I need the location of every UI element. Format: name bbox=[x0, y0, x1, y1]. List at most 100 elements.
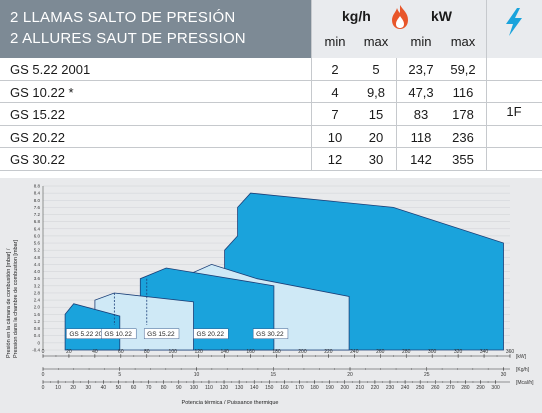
kgh-max-value: 5 bbox=[372, 62, 380, 77]
mcal-tick-label: 210 bbox=[356, 385, 365, 391]
kgh-min-value: 7 bbox=[331, 107, 339, 122]
y-axis-label-spanish: Presión en la cámara de combustión [mbar… bbox=[6, 248, 12, 358]
y-tick-label: 3.2 bbox=[34, 283, 41, 288]
y-tick-label: 2.4 bbox=[34, 298, 41, 303]
mcal-tick-label: 130 bbox=[235, 385, 244, 391]
y-tick-label: 0.4 bbox=[34, 333, 41, 338]
kw-tick-label: 140 bbox=[220, 349, 229, 355]
kgh-tick-label: 10 bbox=[194, 372, 200, 378]
y-tick-label: 5.6 bbox=[34, 241, 41, 246]
mcal-tick-label: 220 bbox=[371, 385, 380, 391]
y-axis: -0.400.40.81.21.62.02.42.83.23.64.04.44.… bbox=[32, 184, 44, 353]
kw-max-value: 116 bbox=[452, 84, 474, 100]
kgh-tick-label: 0 bbox=[42, 372, 45, 378]
series-label-box bbox=[193, 328, 229, 339]
kgh-max-value: 30 bbox=[368, 152, 384, 167]
kw-tick-label: 360 bbox=[506, 349, 515, 355]
lightning-bolt-icon bbox=[506, 8, 522, 36]
kw-tick-label: 240 bbox=[350, 349, 359, 355]
kgh-max-value: 20 bbox=[368, 129, 384, 145]
mcal-tick-label: 110 bbox=[205, 385, 213, 391]
kw-max-value: 178 bbox=[452, 107, 474, 122]
mcal-tick-label: 160 bbox=[280, 385, 289, 391]
table-row: GS 5.22 2001 2 5 23,7 59,2 bbox=[0, 58, 542, 81]
kw-tick-label: 60 bbox=[118, 349, 124, 355]
mcal-tick-label: 240 bbox=[401, 385, 410, 391]
kw-unit-label: [kW] bbox=[516, 354, 527, 360]
column-divider bbox=[311, 0, 312, 171]
kw-tick-label: 160 bbox=[246, 349, 255, 355]
kgh-tick-label: 15 bbox=[270, 372, 276, 378]
series-label-box bbox=[252, 328, 289, 339]
fuel-unit-label: kg/h bbox=[342, 8, 371, 24]
mcal-tick-label: 290 bbox=[476, 385, 485, 391]
column-divider bbox=[486, 0, 487, 171]
model-name: GS 30.22 bbox=[10, 152, 65, 167]
power-unit-label: kW bbox=[431, 8, 452, 24]
kw-max-label: max bbox=[450, 34, 476, 49]
mcal-tick-label: 120 bbox=[220, 385, 229, 391]
model-name: GS 20.22 bbox=[10, 129, 65, 145]
y-tick-label: 8.4 bbox=[34, 191, 41, 196]
kw-tick-label: 20 bbox=[66, 349, 72, 355]
y-tick-label: 8.8 bbox=[34, 184, 41, 189]
kgh-min-value: 10 bbox=[327, 129, 343, 145]
mcal-tick-label: 150 bbox=[265, 385, 274, 391]
spec-table: 2 LLAMAS SALTO DE PRESIÓN 2 ALLURES SAUT… bbox=[0, 0, 542, 171]
mcal-tick-label: 280 bbox=[461, 385, 470, 391]
y-tick-label: -0.4 bbox=[32, 348, 40, 353]
kw-tick-label: 0 bbox=[42, 349, 45, 355]
mcal-tick-label: 90 bbox=[176, 385, 182, 391]
x-axes: 0 20 40 60 80 100 120 140 160 180 200 220 240 260 280 3… bbox=[42, 349, 535, 391]
mcal-tick-label: 50 bbox=[116, 385, 122, 391]
kgh-min-value: 2 bbox=[331, 62, 339, 77]
y-tick-label: 0 bbox=[37, 340, 40, 345]
kw-max-value: 59,2 bbox=[450, 62, 476, 77]
power-phase-value: 1F bbox=[506, 104, 522, 119]
y-tick-label: 6.0 bbox=[34, 233, 41, 238]
table-row: GS 30.22 12 30 142 355 bbox=[0, 148, 542, 171]
mcal-tick-label: 170 bbox=[295, 385, 304, 391]
kw-tick-label: 100 bbox=[169, 349, 178, 355]
mcal-tick-label: 20 bbox=[70, 385, 76, 391]
mcal-tick-label: 250 bbox=[416, 385, 425, 391]
kw-tick-label: 120 bbox=[194, 349, 203, 355]
kw-tick-label: 200 bbox=[298, 349, 307, 355]
kw-tick-label: 220 bbox=[324, 349, 333, 355]
series-label: GS 5.22 2001 bbox=[69, 331, 109, 338]
kw-min-label: min bbox=[410, 34, 432, 49]
y-tick-label: 3.6 bbox=[34, 276, 41, 281]
kgh-tick-label: 5 bbox=[118, 372, 121, 378]
series-label-box bbox=[101, 328, 137, 339]
kgh-tick-label: 25 bbox=[424, 372, 430, 378]
table-row: GS 10.22 * 4 9,8 47,3 116 bbox=[0, 81, 542, 103]
y-tick-label: 7.6 bbox=[34, 205, 41, 210]
y-tick-label: 0.8 bbox=[34, 326, 41, 331]
kw-min-value: 47,3 bbox=[408, 84, 434, 100]
mcal-tick-label: 200 bbox=[341, 385, 350, 391]
mcal-tick-label: 100 bbox=[190, 385, 199, 391]
series-label: GS 20.22 bbox=[196, 331, 224, 338]
model-name: GS 15.22 bbox=[10, 107, 65, 122]
series-label-box bbox=[143, 328, 180, 339]
mcal-tick-label: 140 bbox=[250, 385, 259, 391]
kw-tick-label: 260 bbox=[376, 349, 385, 355]
title-spanish: 2 LLAMAS SALTO DE PRESIÓN bbox=[10, 9, 236, 26]
y-tick-label: 2.8 bbox=[34, 290, 41, 295]
title-french: 2 ALLURES SAUT DE PRESSION bbox=[10, 30, 246, 47]
mcal-tick-label: 80 bbox=[161, 385, 167, 391]
mcal-tick-label: 30 bbox=[85, 385, 91, 391]
kw-tick-label: 340 bbox=[480, 349, 489, 355]
kgh-tick-label: 30 bbox=[501, 372, 507, 378]
kgh-max-value: 9,8 bbox=[366, 84, 386, 100]
kgh-min-value: 4 bbox=[331, 84, 339, 100]
kw-tick-label: 280 bbox=[402, 349, 411, 355]
kw-min-value: 23,7 bbox=[408, 62, 434, 77]
mcal-tick-label: 260 bbox=[431, 385, 440, 391]
kw-min-value: 118 bbox=[410, 129, 432, 145]
mcal-tick-label: 300 bbox=[491, 385, 500, 391]
y-tick-label: 1.6 bbox=[34, 312, 41, 317]
series-label: GS 10.22 bbox=[104, 331, 132, 338]
